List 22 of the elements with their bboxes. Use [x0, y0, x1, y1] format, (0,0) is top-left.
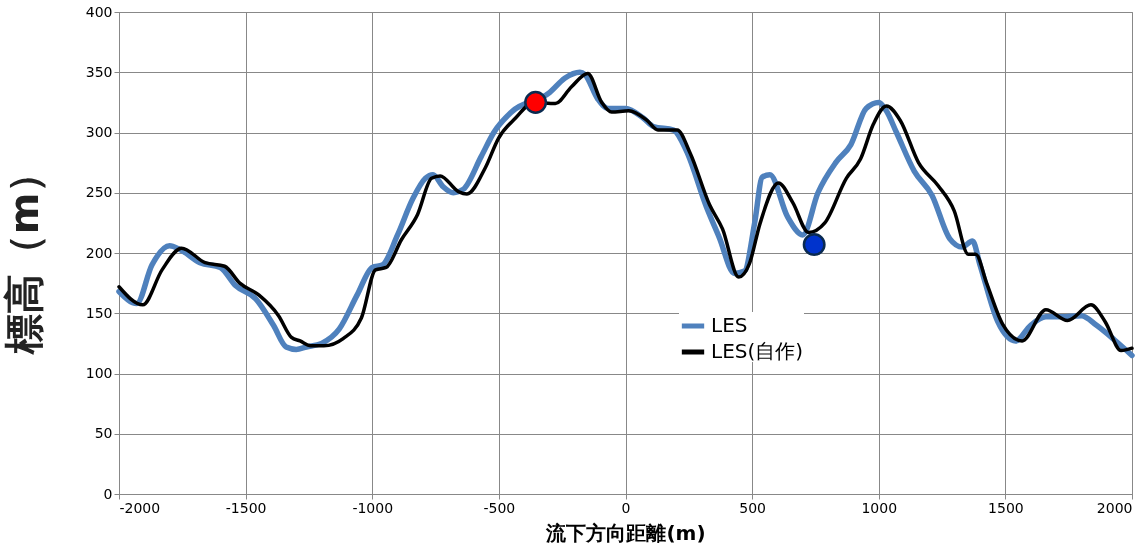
x-tick-label: 0 — [621, 499, 631, 516]
x-tick-label: 1000 — [861, 499, 898, 516]
x-tick-label: -2000 — [119, 499, 161, 516]
x-axis-title: 流下方向距離(m) — [545, 520, 706, 545]
y-tick-label: 100 — [85, 365, 113, 381]
y-axis-title: 標高（m） — [0, 152, 47, 356]
x-tick-label: 500 — [739, 499, 766, 516]
y-tick-label: 150 — [85, 304, 113, 321]
x-tick-label: 1500 — [988, 499, 1024, 516]
y-tick-label: 50 — [94, 425, 113, 442]
y-tick-label: 200 — [85, 244, 113, 261]
x-tick-label: -500 — [483, 499, 516, 516]
legend-label: LES — [711, 313, 748, 337]
y-tick-label: 350 — [85, 63, 113, 80]
x-tick-label: -1500 — [225, 499, 267, 516]
y-tick-label: 250 — [85, 184, 113, 201]
y-tick-label: 300 — [85, 124, 113, 140]
x-tick-label: 2000 — [1096, 499, 1133, 516]
legend-label: LES(自作) — [711, 339, 804, 363]
y-tick-label: 0 — [103, 485, 113, 502]
x-tick-label: -1000 — [352, 499, 394, 516]
y-tick-label: 400 — [85, 3, 113, 20]
